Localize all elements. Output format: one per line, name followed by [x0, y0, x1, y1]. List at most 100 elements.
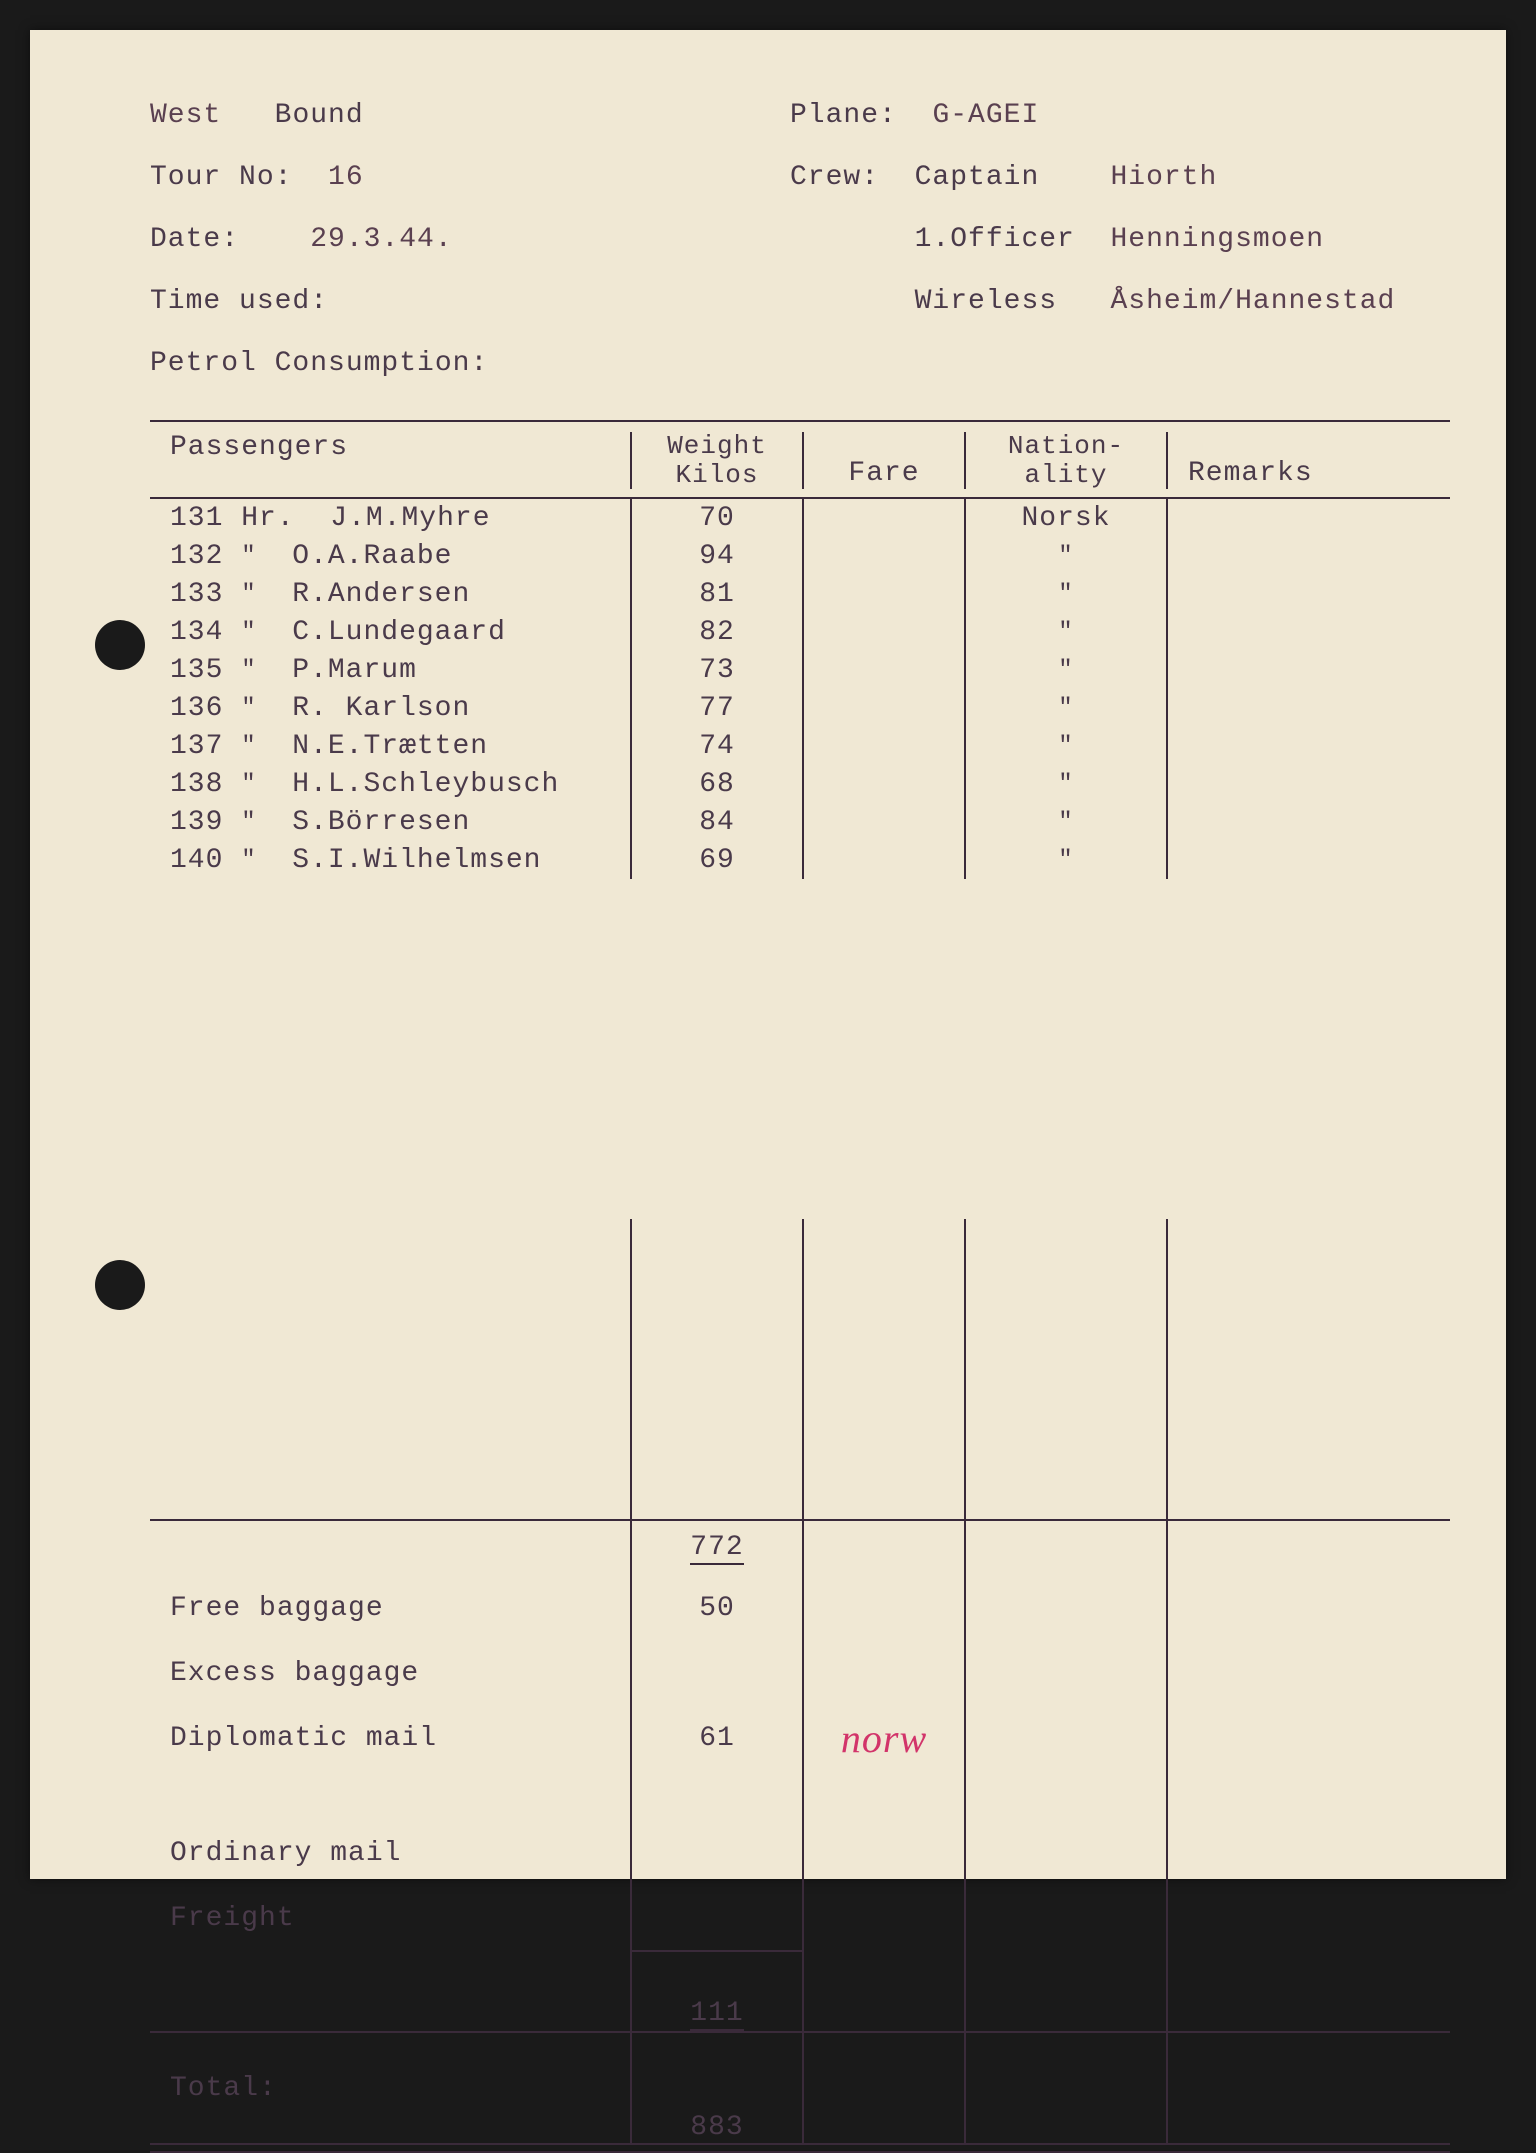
- bound-prefix: West: [150, 100, 221, 131]
- passenger-title: ": [241, 847, 256, 874]
- nationality-cell: ": [966, 537, 1168, 575]
- free-baggage-row: Free baggage 50: [150, 1576, 1450, 1641]
- fare-cell: [804, 575, 966, 613]
- remarks-cell: [1168, 499, 1450, 537]
- nat-label-2: ality: [1024, 460, 1107, 490]
- passenger-title: ": [241, 695, 256, 722]
- fare-cell: [804, 537, 966, 575]
- remarks-cell: [1168, 651, 1450, 689]
- officer-label: 1.Officer: [915, 224, 1075, 255]
- passenger-cell: 135 " P.Marum: [150, 651, 632, 689]
- weight-cell: 84: [632, 803, 804, 841]
- bound-label: Bound: [275, 100, 364, 131]
- weight-label-1: Weight: [667, 431, 767, 461]
- passenger-num: 135: [170, 655, 223, 686]
- fare-cell: [804, 689, 966, 727]
- officer-value: Henningsmoen: [1110, 224, 1324, 255]
- passenger-cell: 131 Hr. J.M.Myhre: [150, 499, 632, 537]
- passenger-name-text: J.M.Myhre: [330, 503, 490, 534]
- nationality-cell: ": [966, 689, 1168, 727]
- passenger-name-text: H.L.Schleybusch: [292, 769, 559, 800]
- fare-cell: [804, 613, 966, 651]
- cargo-subtotal: 111: [690, 1998, 743, 2031]
- nationality-cell: ": [966, 841, 1168, 879]
- passenger-num: 134: [170, 617, 223, 648]
- col-header-fare: Fare: [804, 432, 966, 489]
- passenger-name-text: S.I.Wilhelmsen: [292, 845, 541, 876]
- passenger-cell: 138 " H.L.Schleybusch: [150, 765, 632, 803]
- weight-cell: 81: [632, 575, 804, 613]
- total-row: Total: 883: [150, 2033, 1450, 2143]
- excess-baggage-label: Excess baggage: [170, 1658, 419, 1689]
- passenger-row: 138 " H.L.Schleybusch68": [150, 765, 1450, 803]
- tour-label: Tour No:: [150, 162, 292, 193]
- time-label: Time used:: [150, 286, 328, 317]
- spacer-row: [150, 1771, 1450, 1821]
- table-header-row: Passengers Weight Kilos Fare Nation- ali…: [150, 422, 1450, 499]
- nationality-cell: ": [966, 575, 1168, 613]
- passenger-title: ": [241, 543, 256, 570]
- content-area: West Bound Plane: G-AGEI Tour No: 16 Cre…: [150, 100, 1450, 2153]
- header-row-petrol: Petrol Consumption:: [150, 348, 1450, 390]
- separator-row: [150, 1951, 1450, 1971]
- header-row-tour: Tour No: 16 Crew: Captain Hiorth: [150, 162, 1450, 204]
- wireless-label: Wireless: [915, 286, 1057, 317]
- passenger-cell: 139 " S.Börresen: [150, 803, 632, 841]
- weight-cell: 68: [632, 765, 804, 803]
- free-baggage-value: 50: [699, 1593, 735, 1624]
- col-header-remarks: Remarks: [1168, 432, 1450, 489]
- punch-hole: [95, 620, 145, 670]
- diplomatic-label: Diplomatic mail: [170, 1723, 437, 1754]
- tour-value: 16: [328, 162, 364, 193]
- passenger-title: ": [241, 581, 256, 608]
- passenger-name-text: C.Lundegaard: [292, 617, 506, 648]
- nationality-cell: Norsk: [966, 499, 1168, 537]
- manifest-table: Passengers Weight Kilos Fare Nation- ali…: [150, 420, 1450, 2153]
- weight-cell: 77: [632, 689, 804, 727]
- passenger-num: 132: [170, 541, 223, 572]
- fare-cell: [804, 803, 966, 841]
- remarks-cell: [1168, 841, 1450, 879]
- captain-value: Hiorth: [1110, 162, 1217, 193]
- col-header-weight: Weight Kilos: [632, 432, 804, 489]
- plane-label: Plane:: [790, 100, 897, 131]
- free-baggage-label: Free baggage: [170, 1593, 384, 1624]
- remarks-cell: [1168, 575, 1450, 613]
- captain-label: Captain: [915, 162, 1040, 193]
- subtotal-weight: 772: [690, 1532, 743, 1565]
- passenger-num: 139: [170, 807, 223, 838]
- passenger-cell: 137 " N.E.Trætten: [150, 727, 632, 765]
- remarks-cell: [1168, 765, 1450, 803]
- total-label: Total:: [170, 2073, 277, 2104]
- wireless-value: Åsheim/Hannestad: [1110, 286, 1395, 317]
- fare-cell: [804, 727, 966, 765]
- passenger-row: 137 " N.E.Trætten74": [150, 727, 1450, 765]
- fare-cell: [804, 651, 966, 689]
- crew-label: Crew:: [790, 162, 879, 193]
- passenger-row: 139 " S.Börresen84": [150, 803, 1450, 841]
- passenger-title: Hr.: [241, 503, 294, 534]
- remarks-cell: [1168, 613, 1450, 651]
- total-value: 883: [690, 2112, 743, 2143]
- passenger-num: 131: [170, 503, 223, 534]
- passenger-num: 140: [170, 845, 223, 876]
- nationality-cell: ": [966, 613, 1168, 651]
- remarks-cell: [1168, 803, 1450, 841]
- passenger-name-text: S.Börresen: [292, 807, 470, 838]
- passenger-name-text: N.E.Trætten: [292, 731, 488, 762]
- excess-baggage-row: Excess baggage: [150, 1641, 1450, 1706]
- nationality-cell: ": [966, 765, 1168, 803]
- passenger-cell: 134 " C.Lundegaard: [150, 613, 632, 651]
- weight-cell: 94: [632, 537, 804, 575]
- passenger-title: ": [241, 619, 256, 646]
- date-label: Date:: [150, 224, 239, 255]
- ordinary-mail-row: Ordinary mail: [150, 1821, 1450, 1886]
- diplomatic-handwritten-note: norw: [841, 1715, 927, 1762]
- passenger-num: 138: [170, 769, 223, 800]
- passenger-row: 133 " R.Andersen81": [150, 575, 1450, 613]
- passenger-row: 136 " R. Karlson77": [150, 689, 1450, 727]
- passenger-rows: 131 Hr. J.M.Myhre70Norsk132 " O.A.Raabe9…: [150, 499, 1450, 1219]
- header-row-date: Date: 29.3.44. 1.Officer Henningsmoen: [150, 224, 1450, 266]
- remarks-cell: [1168, 537, 1450, 575]
- passenger-title: ": [241, 771, 256, 798]
